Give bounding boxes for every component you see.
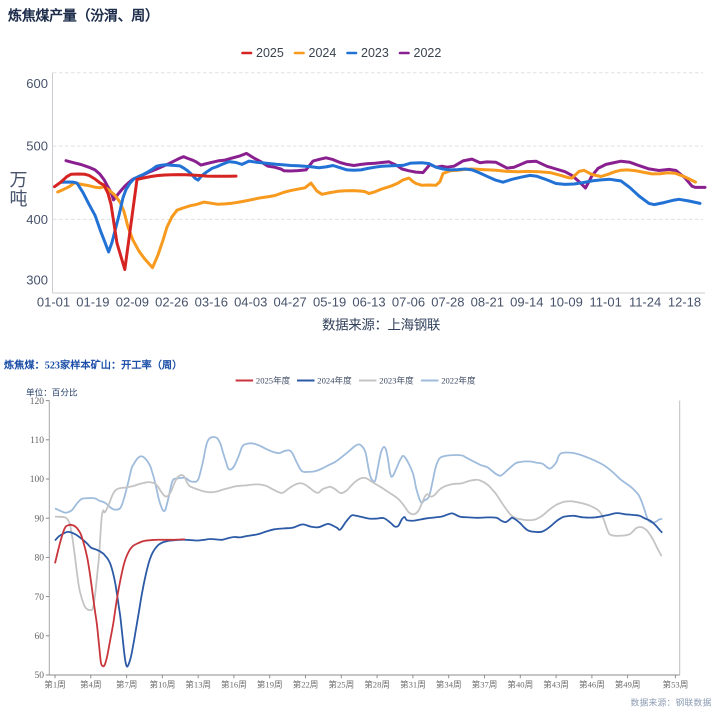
svg-text:第28周: 第28周	[364, 678, 390, 689]
svg-text:06-13: 06-13	[352, 295, 385, 310]
svg-text:01-01: 01-01	[37, 295, 70, 310]
svg-text:炼焦煤产量（汾渭、周）: 炼焦煤产量（汾渭、周）	[8, 8, 159, 24]
svg-text:100: 100	[30, 475, 45, 485]
svg-text:01-19: 01-19	[76, 295, 109, 310]
svg-text:第25周: 第25周	[328, 678, 354, 689]
svg-text:70: 70	[35, 593, 45, 603]
svg-text:07-28: 07-28	[431, 295, 464, 310]
svg-text:2023年度: 2023年度	[379, 375, 414, 386]
svg-text:第31周: 第31周	[400, 678, 426, 689]
svg-text:第49周: 第49周	[615, 678, 641, 689]
svg-text:11-24: 11-24	[629, 295, 661, 310]
svg-text:07-06: 07-06	[392, 295, 425, 310]
svg-text:第34周: 第34周	[436, 678, 462, 689]
svg-text:04-27: 04-27	[273, 295, 306, 310]
svg-text:2024: 2024	[309, 46, 337, 60]
svg-text:400: 400	[26, 212, 48, 227]
svg-text:吨: 吨	[10, 189, 28, 209]
svg-text:数据来源：上海钢联: 数据来源：上海钢联	[322, 318, 441, 333]
svg-text:2022年度: 2022年度	[441, 375, 476, 386]
svg-text:05-19: 05-19	[313, 295, 346, 310]
svg-text:60: 60	[35, 632, 45, 642]
svg-text:02-09: 02-09	[116, 295, 149, 310]
svg-text:03-16: 03-16	[195, 295, 228, 310]
svg-text:10-09: 10-09	[550, 295, 583, 310]
svg-text:04-03: 04-03	[234, 295, 267, 310]
svg-text:数据来源：钢联数据: 数据来源：钢联数据	[631, 696, 712, 707]
svg-text:2022: 2022	[414, 46, 442, 60]
svg-text:第7周: 第7周	[116, 678, 138, 689]
svg-text:第22周: 第22周	[293, 678, 319, 689]
svg-text:第10周: 第10周	[150, 678, 176, 689]
svg-text:50: 50	[35, 671, 45, 681]
svg-text:110: 110	[30, 436, 44, 446]
svg-text:第13周: 第13周	[185, 678, 211, 689]
svg-text:第46周: 第46周	[579, 678, 605, 689]
svg-text:500: 500	[26, 139, 48, 154]
svg-text:300: 300	[26, 273, 48, 288]
svg-text:第40周: 第40周	[507, 678, 533, 689]
svg-text:2025年度: 2025年度	[256, 375, 291, 386]
svg-text:第4周: 第4周	[80, 678, 102, 689]
svg-text:炼焦煤：523家样本矿山：开工率（周）: 炼焦煤：523家样本矿山：开工率（周）	[4, 358, 182, 371]
svg-text:2025: 2025	[256, 46, 284, 60]
svg-text:第16周: 第16周	[221, 678, 247, 689]
svg-text:第1周: 第1周	[44, 678, 66, 689]
svg-text:2024年度: 2024年度	[317, 375, 352, 386]
svg-text:第43周: 第43周	[543, 678, 569, 689]
svg-text:120: 120	[30, 397, 45, 407]
svg-text:80: 80	[35, 554, 45, 564]
svg-text:第53周: 第53周	[663, 678, 689, 689]
svg-text:08-21: 08-21	[471, 295, 504, 310]
svg-text:12-18: 12-18	[668, 295, 701, 310]
svg-text:11-01: 11-01	[590, 295, 622, 310]
svg-text:600: 600	[26, 76, 48, 91]
svg-text:09-14: 09-14	[510, 295, 543, 310]
svg-text:2023: 2023	[361, 46, 389, 60]
svg-text:第19周: 第19周	[257, 678, 283, 689]
svg-text:第37周: 第37周	[472, 678, 498, 689]
svg-text:02-26: 02-26	[155, 295, 188, 310]
svg-text:单位：百分比: 单位：百分比	[26, 386, 78, 397]
svg-text:万: 万	[10, 170, 28, 190]
svg-text:90: 90	[35, 514, 45, 524]
